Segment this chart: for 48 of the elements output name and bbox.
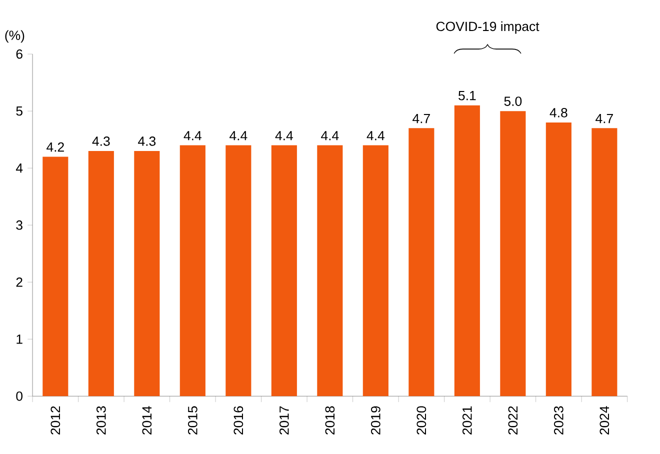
- bar: [454, 105, 480, 396]
- data-label: 5.1: [458, 90, 476, 100]
- x-tick-label: 2023: [554, 406, 564, 434]
- x-tick-label: 2014: [142, 406, 152, 434]
- x-tick-label: 2013: [96, 406, 106, 434]
- bar: [362, 145, 388, 396]
- y-tick-label: 3: [16, 220, 22, 230]
- data-label: 4.4: [184, 131, 202, 140]
- x-tick-label: 2017: [279, 406, 289, 434]
- y-tick-label: 5: [16, 106, 22, 116]
- bar: [271, 145, 297, 396]
- data-label: 4.4: [366, 131, 384, 140]
- bar: [134, 150, 160, 396]
- data-label: 4.8: [550, 108, 568, 118]
- data-label: 4.3: [92, 136, 110, 146]
- x-tick-label: 2015: [188, 406, 198, 434]
- data-label: 4.2: [46, 142, 64, 152]
- data-label: 4.7: [596, 114, 613, 123]
- bar: [42, 156, 68, 396]
- y-tick-label: 0: [16, 391, 22, 401]
- data-label: 4.4: [275, 131, 293, 140]
- data-label: 4.7: [412, 114, 430, 123]
- x-tick-label: 2019: [370, 406, 380, 434]
- y-tick-label: 4: [16, 163, 23, 173]
- bar: [500, 111, 526, 396]
- bar: [317, 145, 343, 396]
- bar: [592, 128, 618, 396]
- y-tick-label: 2: [16, 277, 22, 287]
- y-tick-label: 6: [16, 49, 22, 59]
- bar: [180, 145, 206, 396]
- y-axis-title: (%): [5, 30, 24, 43]
- x-tick-label: 2022: [508, 406, 518, 434]
- x-tick-label: 2020: [416, 406, 426, 434]
- x-tick-label: 2024: [600, 406, 610, 434]
- data-label: 4.3: [138, 136, 156, 146]
- x-tick-label: 2012: [50, 406, 60, 434]
- data-label: 4.4: [230, 131, 248, 140]
- bar: [546, 122, 572, 396]
- bar: [88, 150, 114, 396]
- bar: [226, 145, 252, 396]
- text: COVID-19 impact: [436, 21, 540, 34]
- y-tick-label: 1: [16, 334, 22, 344]
- data-label: 4.4: [321, 131, 339, 140]
- data-label: 5.0: [504, 96, 522, 106]
- x-tick-label: 2021: [462, 406, 472, 434]
- x-tick-label: 2016: [234, 406, 244, 434]
- x-tick-label: 2018: [325, 406, 335, 434]
- bar: [408, 128, 434, 396]
